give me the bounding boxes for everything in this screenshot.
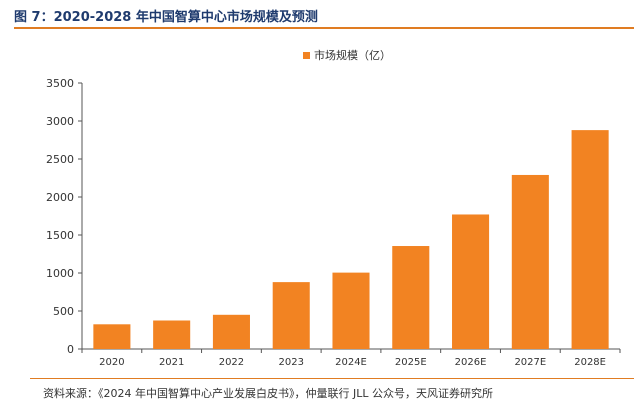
source-note: 资料来源：《2024 年中国智算中心产业发展白皮书》，仲量联行 JLL 公众号，… bbox=[43, 387, 493, 400]
bar-2026e bbox=[452, 214, 490, 349]
legend-label: 市场规模（亿） bbox=[314, 48, 391, 62]
bar-2024e bbox=[332, 272, 370, 349]
y-tick-label: 2000 bbox=[46, 191, 74, 204]
x-tick-label: 2024E bbox=[335, 357, 367, 368]
y-tick-label: 1000 bbox=[46, 267, 74, 280]
bar-2023 bbox=[272, 282, 310, 349]
source-divider bbox=[30, 378, 634, 379]
y-tick-label: 3500 bbox=[46, 77, 74, 90]
bar-2020 bbox=[93, 324, 131, 349]
chart-container: 0 500 1000 1500 2000 2500 3000 3500 2020 2021 2022… bbox=[0, 30, 643, 375]
y-tick-label: 1500 bbox=[46, 229, 74, 242]
bar-2022 bbox=[212, 314, 250, 349]
x-tick-label: 2023 bbox=[278, 357, 303, 368]
x-tick-label: 2020 bbox=[99, 357, 124, 368]
bar-2025e bbox=[392, 246, 430, 349]
y-tick-label: 500 bbox=[53, 305, 74, 318]
y-tick-label: 0 bbox=[67, 343, 74, 356]
bar-2021 bbox=[153, 320, 191, 349]
bar-chart: 0 500 1000 1500 2000 2500 3000 3500 2020 2021 2022… bbox=[46, 48, 621, 368]
y-tick-label: 3000 bbox=[46, 115, 74, 128]
x-tick-label: 2021 bbox=[159, 357, 184, 368]
bar-2027e bbox=[511, 174, 549, 349]
x-tick-label: 2028E bbox=[574, 357, 606, 368]
figure-title: 图 7：2020-2028 年中国智算中心市场规模及预测 bbox=[14, 10, 318, 25]
legend-swatch bbox=[303, 52, 310, 59]
x-tick-label: 2022 bbox=[219, 357, 244, 368]
x-tick-label: 2027E bbox=[514, 357, 546, 368]
x-tick-label: 2025E bbox=[395, 357, 427, 368]
figure-header: 图 7：2020-2028 年中国智算中心市场规模及预测 bbox=[14, 5, 634, 29]
x-tick-label: 2026E bbox=[455, 357, 487, 368]
bar-2028e bbox=[571, 130, 609, 349]
y-tick-label: 2500 bbox=[46, 153, 74, 166]
